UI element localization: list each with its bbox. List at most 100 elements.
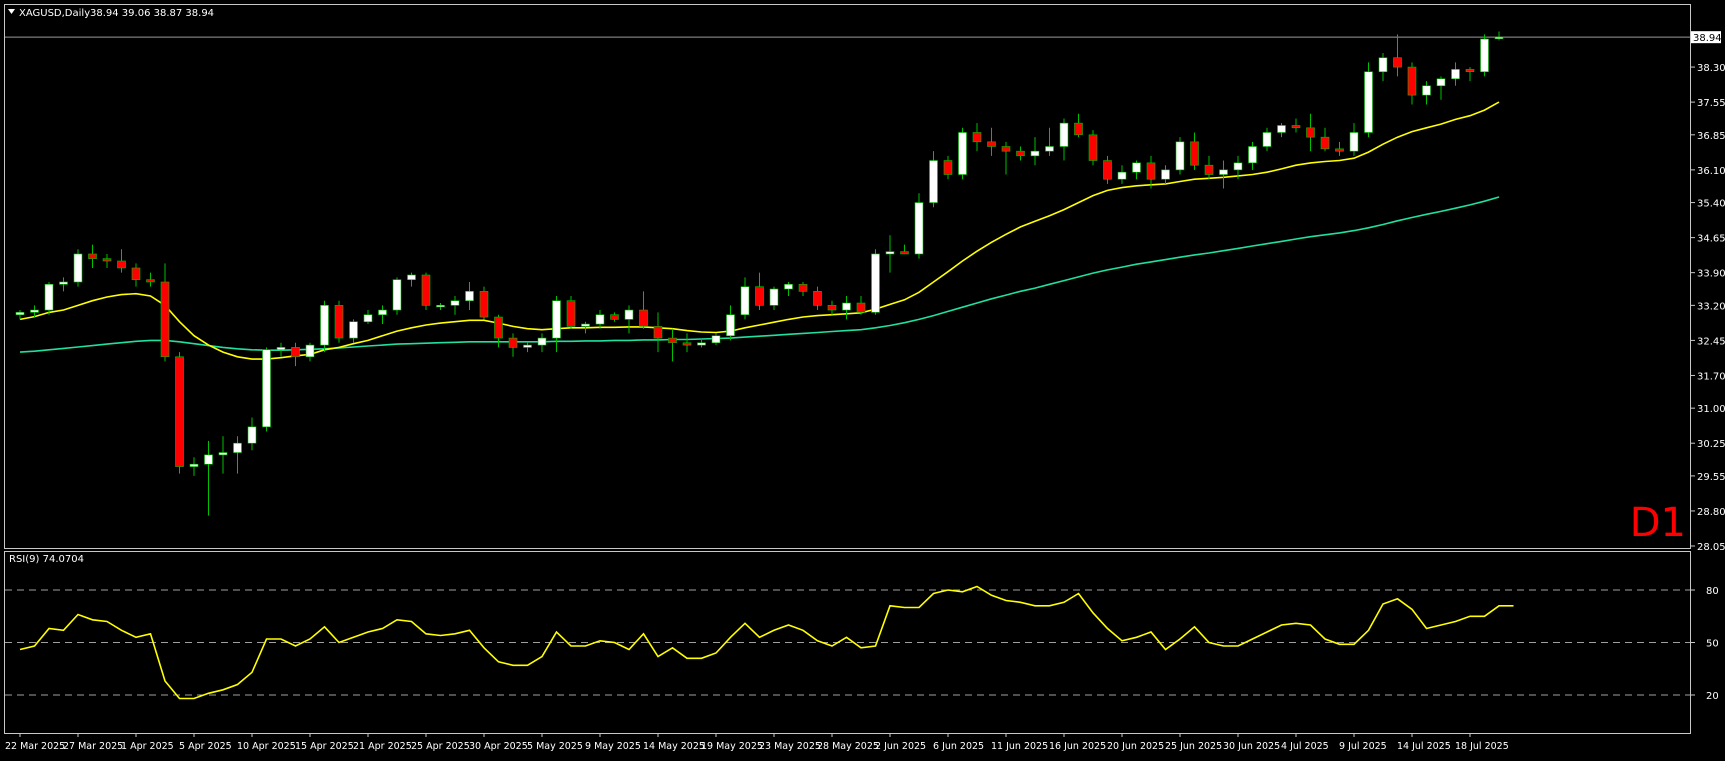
candle-body: [697, 342, 706, 346]
candle: [1059, 118, 1069, 161]
time-tick-label: 21 Apr 2025: [353, 741, 412, 752]
candle: [44, 282, 54, 315]
candle-body: [508, 337, 518, 348]
candle-body: [581, 323, 590, 327]
rsi-tick-label: 20: [1706, 691, 1719, 702]
candle-body: [1030, 150, 1040, 157]
candle-body: [1480, 38, 1489, 73]
candle: [537, 333, 547, 353]
candle-body: [131, 267, 141, 280]
candle: [334, 300, 344, 343]
candle-body: [1277, 125, 1286, 133]
candle: [1422, 81, 1431, 105]
last-price-label: 38.94: [1693, 33, 1722, 44]
time-tick-label: 16 Jun 2025: [1049, 741, 1106, 752]
candle: [1146, 155, 1156, 189]
candle-body: [885, 251, 895, 255]
candle: [914, 193, 924, 259]
candle-body: [305, 344, 315, 358]
candle: [363, 310, 373, 325]
candle-body: [813, 291, 822, 306]
ma-fast-line: [19, 101, 1500, 360]
time-tick-label: 14 May 2025: [643, 741, 705, 752]
candle-body: [1364, 71, 1373, 133]
candle-body: [1219, 169, 1228, 175]
price-tick-label: 38.30: [1697, 63, 1725, 74]
candle: [943, 155, 953, 180]
time-tick-label: 5 May 2025: [527, 741, 583, 752]
candle: [160, 263, 170, 362]
rsi-tick-label: 80: [1706, 586, 1719, 597]
candle-body: [160, 281, 170, 358]
last-price-box: [1691, 31, 1721, 44]
candle: [958, 127, 967, 180]
candle-body: [1349, 132, 1359, 152]
price-tick-label: 35.40: [1697, 199, 1725, 210]
candle: [1262, 127, 1272, 152]
price-tick-label: 28.05: [1697, 542, 1725, 553]
price-axis: 38.30 37.55 36.85 36.10 35.40 34.65 33.90 33.20…: [5, 31, 1725, 553]
candle-body: [798, 284, 808, 292]
candle: [624, 305, 634, 334]
candle: [813, 286, 822, 311]
candle: [566, 296, 576, 329]
candle-body: [233, 442, 242, 453]
candle-body: [1248, 146, 1257, 164]
candle: [668, 328, 677, 362]
candle: [102, 253, 112, 268]
candle-body: [175, 356, 184, 467]
candle: [1393, 34, 1402, 77]
candle-body: [856, 302, 866, 313]
time-tick-label: 19 May 2025: [701, 741, 763, 752]
candle: [436, 303, 445, 311]
candle: [479, 286, 489, 320]
candle: [1001, 141, 1011, 175]
candle: [218, 436, 228, 474]
candle-body: [30, 309, 39, 313]
candle-body: [972, 132, 982, 143]
candle: [175, 352, 184, 474]
moving-average-fast: [19, 101, 1500, 360]
candle: [885, 235, 895, 273]
candle: [30, 305, 39, 318]
candle: [450, 296, 460, 315]
candle-body: [1074, 122, 1083, 136]
candle-body: [1262, 132, 1272, 147]
candle: [1175, 137, 1185, 175]
candle: [1480, 34, 1489, 77]
candle: [233, 436, 242, 474]
candle: [494, 314, 503, 348]
candle: [1219, 160, 1228, 189]
candle: [856, 296, 866, 315]
candle-body: [1436, 78, 1446, 87]
time-tick-label: 14 Jul 2025: [1397, 741, 1451, 752]
candle-body: [349, 321, 358, 339]
candle-body: [1494, 36, 1504, 39]
candle-body: [1335, 148, 1344, 152]
candle-body: [1001, 146, 1011, 152]
candle-body: [1117, 171, 1127, 180]
chart-menu-triangle-icon[interactable]: [8, 9, 15, 14]
candle: [610, 312, 619, 322]
candle-body: [784, 284, 793, 290]
candle-body: [1045, 146, 1054, 152]
candle: [1306, 113, 1315, 152]
candle: [1349, 123, 1359, 156]
candle-body: [59, 281, 68, 285]
candle: [15, 310, 25, 320]
price-tick-label: 36.85: [1697, 131, 1725, 142]
candle-body: [117, 260, 126, 269]
candle: [1103, 155, 1112, 184]
candle-body: [610, 314, 619, 320]
ohlc-header: 38.94 39.06 38.87 38.94: [90, 8, 214, 19]
candle: [1117, 165, 1127, 184]
candle-body: [755, 286, 764, 306]
candle-body: [334, 305, 344, 339]
candle: [523, 342, 532, 353]
candle-body: [1407, 66, 1417, 96]
candle-body: [1175, 141, 1185, 171]
candle-body: [1306, 127, 1315, 138]
